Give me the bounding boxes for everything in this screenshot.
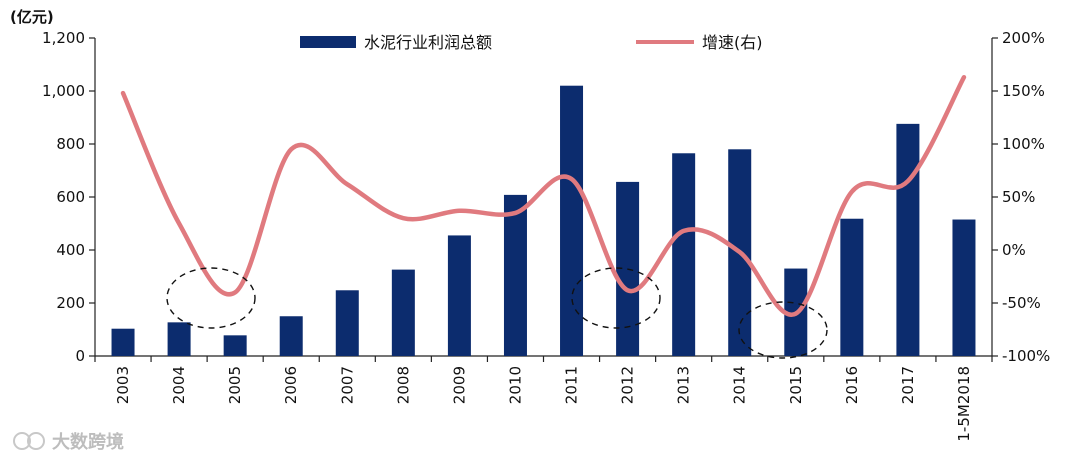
right-tick-label: 150% [1002,82,1045,100]
x-tick-label: 2012 [619,366,637,404]
x-tick-label: 2017 [899,366,917,404]
x-tick-label: 2009 [450,366,468,404]
legend: 水泥行业利润总额 增速(右) [300,33,763,52]
right-tick-label: 0% [1002,241,1026,259]
watermark-text: 大数跨境 [52,431,124,453]
left-tick-label: 1,200 [42,29,85,47]
x-tick-label: 2008 [394,366,412,404]
dashed-ellipse-2012 [571,267,661,329]
left-axis-ticks: 0 200 400 600 800 1,000 1,200 [42,29,95,365]
left-tick-label: 0 [75,347,85,365]
left-axis-unit: (亿元) [10,8,54,26]
watermark-logo-icon [13,432,31,450]
x-tick-label: 2015 [787,366,805,404]
right-tick-label: 200% [1002,29,1045,47]
watermark: 大数跨境 [13,431,124,453]
x-tick-label: 2014 [731,366,749,404]
dashed-ellipse-2005 [166,267,256,329]
x-tick-label: 2007 [338,366,356,404]
bar-2016 [840,218,864,356]
x-tick-label: 2016 [843,366,861,404]
bar-2011 [560,85,584,356]
x-tick-label: 2003 [114,366,132,404]
left-tick-label: 400 [56,241,85,259]
bar-1-5M2018 [952,219,976,356]
left-tick-label: 200 [56,294,85,312]
bar-2007 [335,290,359,356]
right-tick-label: -50% [1002,294,1041,312]
bar-2006 [279,316,303,356]
line-series [120,74,967,317]
right-tick-label: 100% [1002,135,1045,153]
bar-2004 [167,322,191,356]
legend-bar-label: 水泥行业利润总额 [364,33,492,52]
watermark-logo-icon-2 [27,432,45,450]
x-axis-ticks: 2003 2004 2005 2006 2007 2008 2009 2010 2011 2012… [94,356,993,442]
bar-series [111,85,976,356]
bar-2008 [391,269,415,356]
x-tick-label: 2013 [675,366,693,404]
annotation-ellipses [166,267,828,359]
dashed-ellipse-2015 [738,301,828,359]
left-tick-label: 800 [56,135,85,153]
left-tick-label: 1,000 [42,82,85,100]
x-tick-label: 2005 [226,366,244,404]
bar-2003 [111,328,135,356]
x-tick-label: 2011 [563,366,581,404]
legend-line-label: 增速(右) [702,33,763,52]
bar-2010 [503,194,527,356]
legend-bar-swatch [300,36,356,48]
right-tick-label: 50% [1002,188,1035,206]
growth-rate-line [120,74,967,317]
right-axis-ticks: -100% -50% 0% 50% 100% 150% 200% [992,29,1050,365]
bar-2017 [896,123,920,356]
bar-2009 [447,235,471,356]
x-tick-label: 2004 [170,366,188,404]
x-tick-label: 2006 [282,366,300,404]
left-tick-label: 600 [56,188,85,206]
bar-2005 [223,335,247,356]
x-tick-label: 2010 [506,366,524,404]
right-tick-label: -100% [1002,347,1050,365]
x-tick-label: 1-5M2018 [955,366,973,442]
bar-2013 [672,153,696,356]
